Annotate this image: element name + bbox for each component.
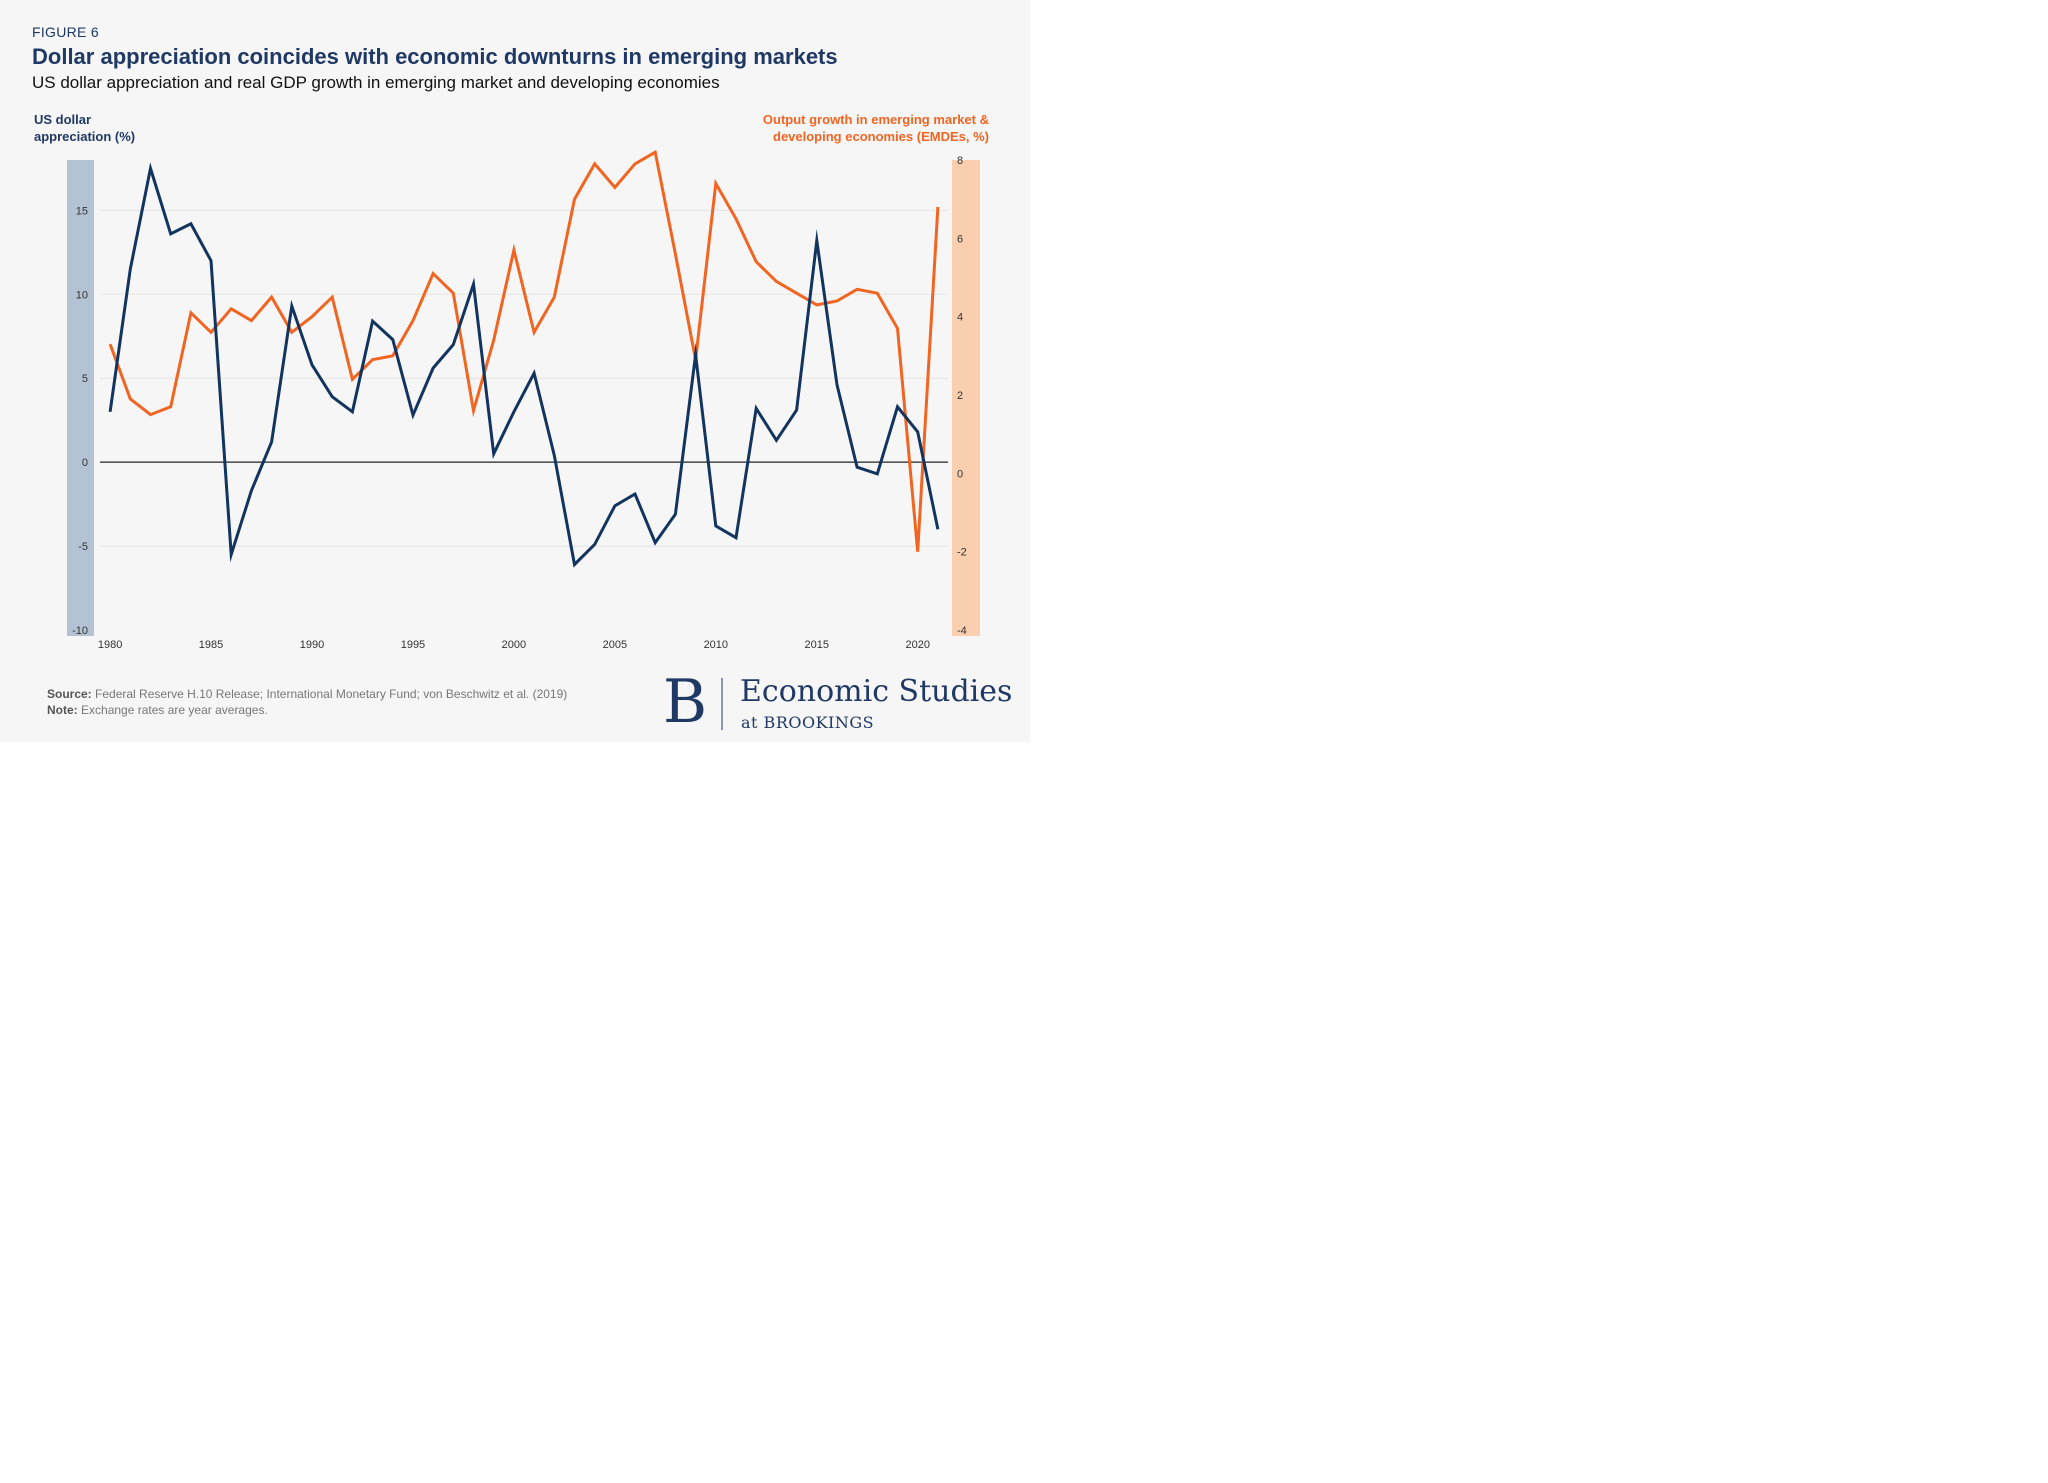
dollar-appreciation-line [108,162,940,568]
right-axis-band [952,160,980,636]
figure-label: FIGURE 6 [32,24,99,40]
line-chart: US dollar appreciation (%) Output growth… [34,112,989,651]
note-label: Note: [47,703,78,717]
x-axis-tick-label: 2010 [704,639,728,651]
right-axis-tick-label: 2 [957,390,963,402]
left-axis-tick-label: 15 [76,205,88,217]
right-axis-tick-label: -2 [957,547,967,559]
left-axis-tick-label: -10 [72,625,88,637]
right-axis-tick-label: 4 [957,312,963,324]
brookings-logo-mark: B [663,667,708,737]
x-axis-tick-label: 1985 [199,639,223,651]
chart-subtitle: US dollar appreciation and real GDP grow… [32,73,720,92]
x-axis-tick-label: 2020 [905,639,929,651]
logo-title: Economic Studies [740,674,1013,709]
right-axis-tick-label: 0 [957,468,963,480]
left-axis-tick-label: 0 [82,457,88,469]
x-axis-tick-label: 2005 [603,639,627,651]
left-axis-tick-label: -5 [78,541,88,553]
left-axis-title-line1: US dollar [34,112,91,127]
source-label: Source: [47,687,92,701]
x-axis-tick-label: 2000 [502,639,526,651]
left-axis-band [67,160,94,636]
logo-subtitle: at BROOKINGS [741,713,875,732]
x-axis-tick-label: 1990 [300,639,324,651]
x-axis-tick-label: 1995 [401,639,425,651]
figure-panel: FIGURE 6 Dollar appreciation coincides w… [0,0,1030,742]
right-axis-title-line2: developing economies (EMDEs, %) [773,129,989,144]
note-text: Exchange rates are year averages. [81,703,268,717]
left-axis-tick-label: 5 [82,373,88,385]
left-axis-title-line2: appreciation (%) [34,129,135,144]
source-line: Source: Federal Reserve H.10 Release; In… [47,686,567,702]
source-text: Federal Reserve H.10 Release; Internatio… [95,687,568,701]
right-axis-tick-label: -4 [957,625,967,637]
right-axis-title-line1: Output growth in emerging market & [763,112,989,127]
logo-divider [721,678,723,730]
chart-title: Dollar appreciation coincides with econo… [32,44,838,69]
right-axis-tick-label: 6 [957,233,963,245]
footer-notes: Source: Federal Reserve H.10 Release; In… [47,686,567,718]
x-axis-tick-label: 1980 [98,639,122,651]
left-axis-tick-label: 10 [76,289,88,301]
x-axis-tick-label: 2015 [805,639,829,651]
emde-growth-line [108,149,940,552]
note-line: Note: Exchange rates are year averages. [47,702,567,718]
right-axis-tick-label: 8 [957,155,963,167]
